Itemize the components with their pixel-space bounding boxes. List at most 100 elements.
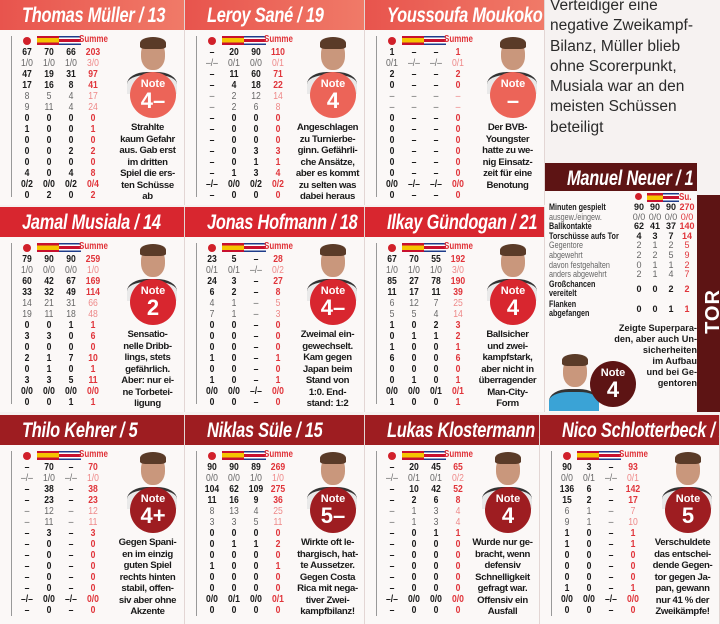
stat-value: 3 <box>253 167 259 179</box>
stat-value: 1 <box>564 527 570 539</box>
stat-value: – <box>608 582 614 594</box>
stat-value: – <box>253 297 259 309</box>
stat-value: – <box>209 90 215 102</box>
stat-value: – <box>608 494 614 506</box>
stat-value: 0 <box>411 538 417 550</box>
stat-value: – <box>389 549 395 561</box>
stat-sum: 14 <box>453 308 463 320</box>
stat-value: 6 <box>389 352 395 364</box>
note-label: Note <box>500 78 526 90</box>
photo-hair <box>495 452 521 464</box>
stat-sum: 0 <box>90 112 96 124</box>
stat-value: 2 <box>411 494 417 506</box>
stat-value: 0 <box>231 156 237 168</box>
player-name: Ilkay Gündogan / 21 <box>387 211 538 234</box>
player-caption: Verschuldete das entschei- dende Gegen- … <box>652 537 713 617</box>
note-label: Note <box>675 493 701 505</box>
stat-value: 1/0 <box>65 57 77 69</box>
stat-value: – <box>68 538 74 550</box>
stat-value: 0 <box>46 582 52 594</box>
stat-value: 7 <box>209 308 215 320</box>
player-caption: Gegen Spani- en im einzig guten Spiel re… <box>118 537 177 617</box>
stat-value: 0 <box>231 330 237 342</box>
stat-value: 0 <box>209 527 215 539</box>
stat-value: 4 <box>68 167 74 179</box>
stat-value: –/– <box>21 593 33 605</box>
stat-sum: 11 <box>273 516 283 528</box>
stat-value: 0/0 <box>65 385 77 397</box>
stat-sum: 0/0 <box>87 385 99 397</box>
stat-value: 1 <box>389 319 395 331</box>
stat-value: 0 <box>209 549 215 561</box>
stat-value: 3 <box>46 374 52 386</box>
note-badge: Note 4 <box>490 279 536 325</box>
stat-value: – <box>389 560 395 572</box>
stat-value: 0 <box>433 374 439 386</box>
spain-flag <box>402 36 424 45</box>
stat-sum: 3 <box>455 319 461 331</box>
stat-value: 79 <box>22 253 32 265</box>
stat-value: – <box>24 549 30 561</box>
stat-sum: 0/1 <box>627 472 639 484</box>
stat-value: 0 <box>231 604 237 616</box>
stat-sum: 6 <box>455 352 461 364</box>
stat-value: – <box>411 79 417 91</box>
stat-sum: 0/2 <box>272 178 284 190</box>
stat-sum: 2 <box>455 68 461 80</box>
stat-value: 0 <box>68 134 74 146</box>
stat-value: 13 <box>229 505 239 517</box>
stat-value: – <box>608 527 614 539</box>
photo-hair <box>562 354 588 366</box>
stat-sum: 0 <box>455 560 461 572</box>
stat-value: 0 <box>231 145 237 157</box>
stat-sum: 1 <box>455 46 461 58</box>
stat-value: 1/0 <box>430 264 442 276</box>
stat-sum: 0 <box>455 549 461 561</box>
stat-value: 0/0 <box>21 385 33 397</box>
stat-value: 0 <box>24 319 30 331</box>
stat-value: 0 <box>389 79 395 91</box>
stat-sum: 1 <box>90 123 96 135</box>
stat-sum: 0/0 <box>680 211 694 222</box>
stat-value: 1 <box>24 123 30 135</box>
stat-value: – <box>24 505 30 517</box>
stat-value: 0 <box>433 396 439 408</box>
player-caption: Wirkte oft le- thargisch, hat- te Ausset… <box>297 537 358 617</box>
stat-value: – <box>389 582 395 594</box>
stat-value: 2 <box>636 269 642 280</box>
stat-label: Ballkontakte <box>549 221 592 232</box>
stat-sum: 38 <box>88 483 98 495</box>
stat-value: 6 <box>586 483 592 495</box>
stat-value: –/– <box>430 57 442 69</box>
stat-value: 0 <box>411 571 417 583</box>
stat-sum: 48 <box>88 308 98 320</box>
player-caption: Der BVB- Youngster hatte zu we- nig Eins… <box>482 122 533 191</box>
stat-value: 0 <box>68 112 74 124</box>
stat-sum: 93 <box>628 461 638 473</box>
stat-value: – <box>608 516 614 528</box>
stat-value: 10 <box>409 483 419 495</box>
stat-value: – <box>411 156 417 168</box>
stat-value: – <box>433 90 439 102</box>
stat-value: 0 <box>24 189 30 201</box>
stat-sum: 0/2 <box>272 264 284 276</box>
stat-sum: 0/0 <box>627 593 639 605</box>
stat-value: 2 <box>68 145 74 157</box>
player-panel: Lukas Klostermann / 16Summe–204565–/–0/1… <box>365 415 540 624</box>
stat-sum: 0 <box>90 560 96 572</box>
stat-value: 62 <box>633 221 644 232</box>
stat-value: 1 <box>253 538 259 550</box>
stat-value: –/– <box>408 57 420 69</box>
stat-value: 1 <box>231 308 237 320</box>
stat-sum: 1 <box>684 303 690 314</box>
stat-value: 2 <box>231 90 237 102</box>
stat-sum: – <box>455 90 461 102</box>
stat-value: – <box>411 112 417 124</box>
divider <box>376 36 377 197</box>
stat-sum: 0 <box>90 341 96 353</box>
stat-value: 27 <box>409 275 419 287</box>
stat-value: 0/1 <box>430 385 442 397</box>
stat-value: 0/2 <box>21 178 33 190</box>
stat-value: 0 <box>46 396 52 408</box>
stat-sum: 0/2 <box>452 472 464 484</box>
